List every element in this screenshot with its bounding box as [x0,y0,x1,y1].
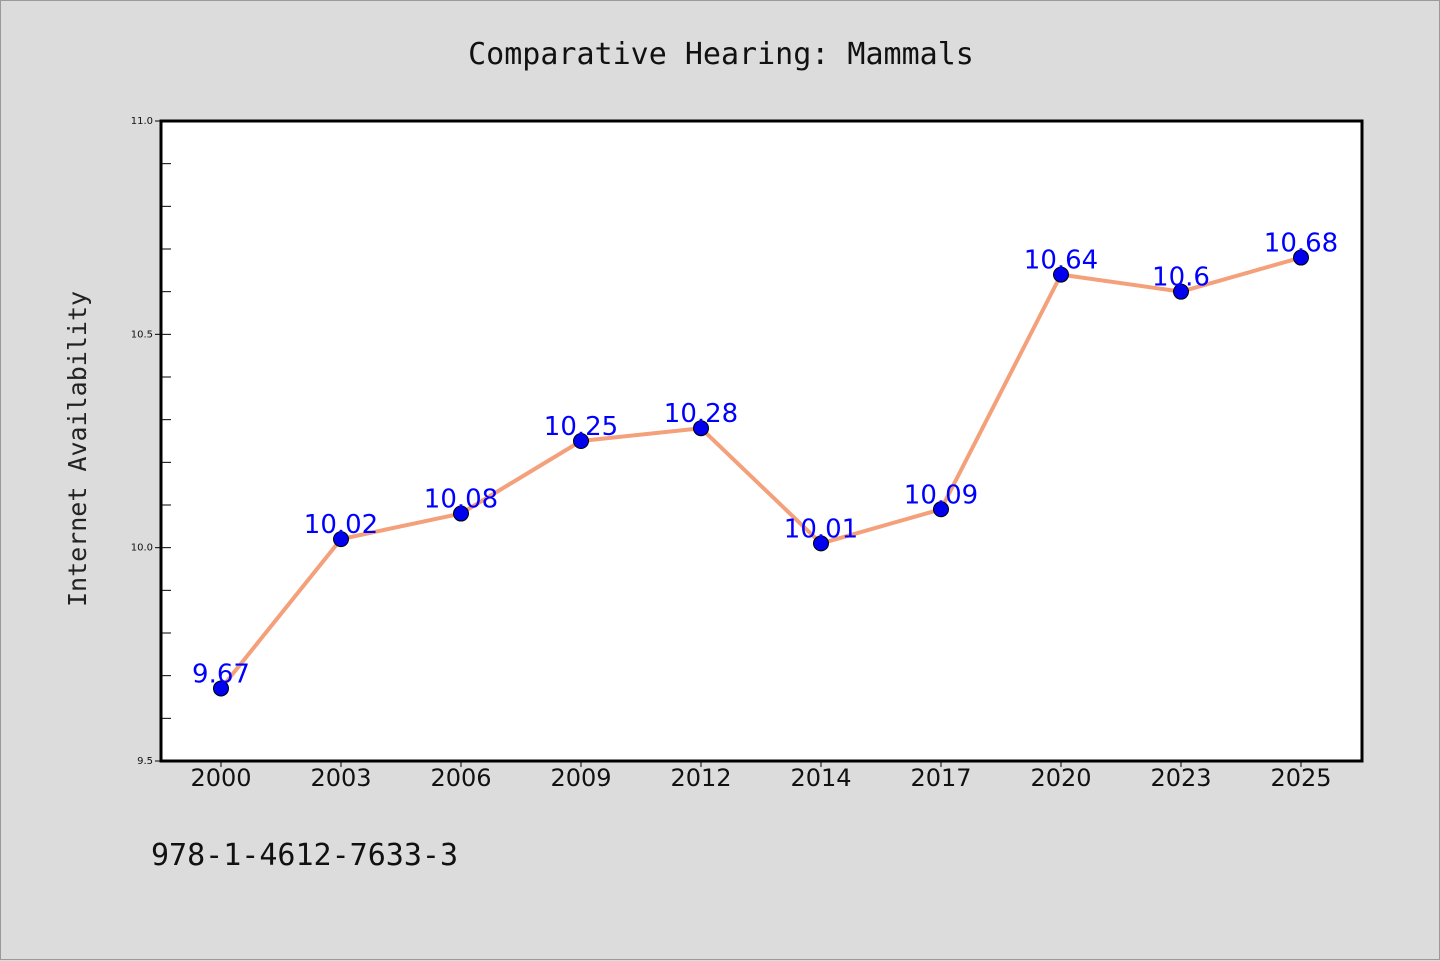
x-tick-label: 2014 [790,764,851,792]
data-point [1293,249,1309,266]
data-label: 10.25 [544,412,618,442]
series-line [219,255,1303,691]
data-label: 10.6 [1152,263,1210,293]
data-label: 10.01 [784,514,858,544]
data-point [573,433,589,449]
data-point [1173,283,1189,300]
plot-area [161,121,1362,761]
data-label: 10.28 [664,399,738,429]
data-point [933,501,949,518]
data-label: 10.08 [424,485,498,515]
x-tick-label: 2023 [1150,764,1211,792]
data-label: 10.02 [304,510,378,540]
x-tick-label: 2017 [910,764,971,792]
data-point [693,420,709,437]
y-tick-label: 10.5 [131,329,153,340]
axis-ticks: 9.5 10.0 10.5 11.0 2000 2003 2006 2009 2012 2014 2… [131,116,1332,792]
x-tick-label: 2006 [430,764,491,792]
y-tick-label: 10.0 [131,543,153,554]
y-tick-label: 11.0 [131,116,153,127]
data-point [813,535,829,552]
y-axis-label: Internet Availability [63,291,92,607]
x-tick-label: 2012 [670,764,731,792]
data-label: 10.09 [904,480,978,510]
x-tick-label: 2000 [190,764,251,792]
data-point [213,680,229,697]
x-tick-label: 2025 [1270,764,1331,792]
chart-title: Comparative Hearing: Mammals [468,37,974,72]
x-tick-label: 2003 [310,764,371,792]
x-tick-label: 2020 [1030,764,1091,792]
series-line-group [219,255,1303,691]
isbn-label: 978-1-4612-7633-3 [151,838,458,873]
data-label: 9.67 [192,659,250,689]
x-tick-label: 2009 [550,764,611,792]
data-point [1053,266,1069,283]
data-label: 10.68 [1264,229,1338,259]
data-label: 10.64 [1024,246,1098,276]
data-point [333,531,349,548]
y-tick-label: 9.5 [137,756,153,767]
plot-border [159,119,1364,763]
data-points-group [213,249,1309,697]
data-labels-group: 9.67 10.02 10.08 10.25 10.28 10.01 10.09 10.64 1… [192,229,1338,690]
data-point [453,505,469,522]
